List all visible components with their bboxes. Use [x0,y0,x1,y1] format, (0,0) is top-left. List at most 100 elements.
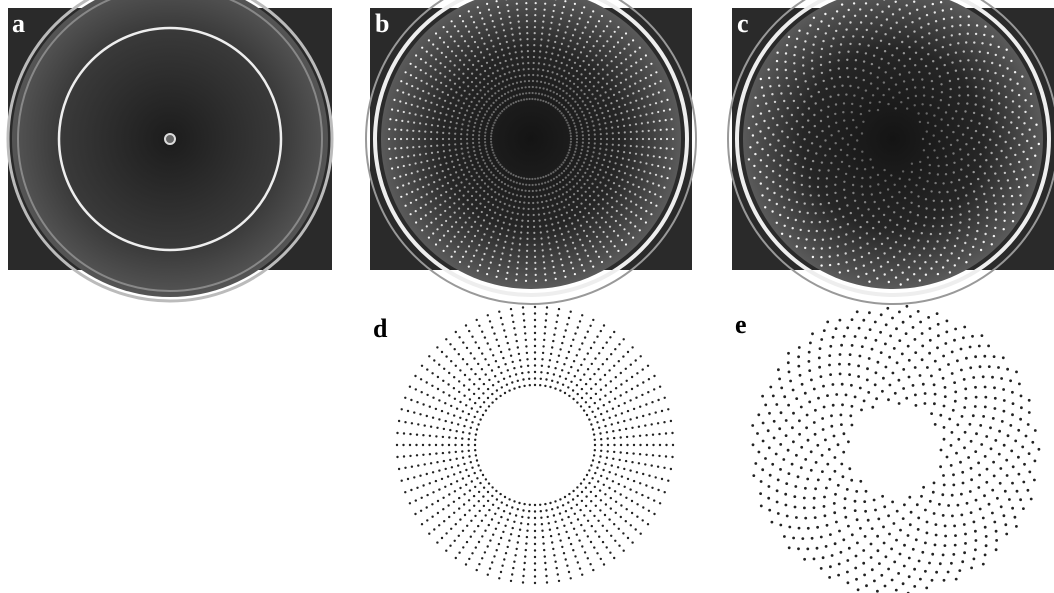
dot [442,427,446,431]
dot [754,152,757,156]
dot [484,128,488,131]
dot [591,30,595,33]
dot [623,137,627,141]
dot [565,356,568,360]
dot [635,145,638,148]
dot [540,371,543,374]
dot [1002,228,1005,231]
dot [856,139,859,142]
dot [844,515,848,519]
dot [634,359,637,362]
dot [1028,128,1031,131]
dot [544,384,547,388]
dot [434,58,438,61]
dot [440,350,444,354]
dot [986,69,989,73]
dot [919,168,923,172]
dot [837,67,840,70]
dot [539,384,542,387]
dot [871,94,875,97]
dot [508,498,511,501]
dot [462,81,465,84]
dot [432,158,435,161]
dot [508,348,511,351]
dot [928,32,931,35]
dot [957,77,960,81]
dot [1015,178,1018,181]
dot [1002,514,1006,518]
dot [865,272,868,276]
dot [887,5,891,8]
dot [480,210,483,214]
dot [946,570,950,574]
dot [581,545,584,548]
dot [489,539,492,542]
dot [410,488,413,492]
dot [596,63,600,66]
dot [573,214,577,217]
dot [893,560,897,564]
dot [895,538,898,542]
dot [808,131,811,134]
dot [391,108,394,111]
dot [522,509,525,512]
dot [486,490,490,494]
dot [654,193,657,196]
dot [883,168,886,172]
dot [434,407,438,411]
dot [473,96,476,99]
dot [467,245,471,248]
dot [920,58,923,61]
dot [463,424,466,428]
dot [581,134,585,137]
dot [885,18,889,21]
dot [624,520,627,523]
dot [828,255,831,258]
dot [643,105,646,108]
dot [598,535,601,538]
dot [478,324,481,327]
dot [992,234,996,238]
dot [508,375,512,378]
dot [511,526,514,530]
dot [552,547,555,551]
dot [895,21,898,24]
dot [837,262,840,266]
dot [942,437,946,441]
dot [974,539,978,542]
dot [576,56,580,59]
dot [991,375,994,379]
dot [490,143,493,146]
dot [423,463,426,466]
dot [960,492,963,496]
dot [499,233,502,236]
dot [605,82,609,85]
dot [875,397,878,401]
dot [514,373,518,376]
dot [964,532,967,536]
dot [926,156,930,159]
dot [533,516,537,520]
dot [443,156,446,159]
dish [743,0,1043,289]
dot [842,111,845,114]
dot [830,414,833,418]
dot [978,122,981,125]
dot [853,147,856,151]
dot [528,503,531,506]
dot [571,119,575,122]
dot [440,536,444,540]
dot [506,341,509,345]
dot [471,186,474,189]
dot [798,373,802,377]
dot [454,132,457,135]
rim [373,0,689,297]
dot [820,256,823,259]
dot [564,99,567,102]
dot [574,150,577,153]
dot [546,230,549,233]
dot [772,419,776,423]
dot [1002,399,1006,402]
dot [938,502,941,506]
dot [522,574,525,578]
